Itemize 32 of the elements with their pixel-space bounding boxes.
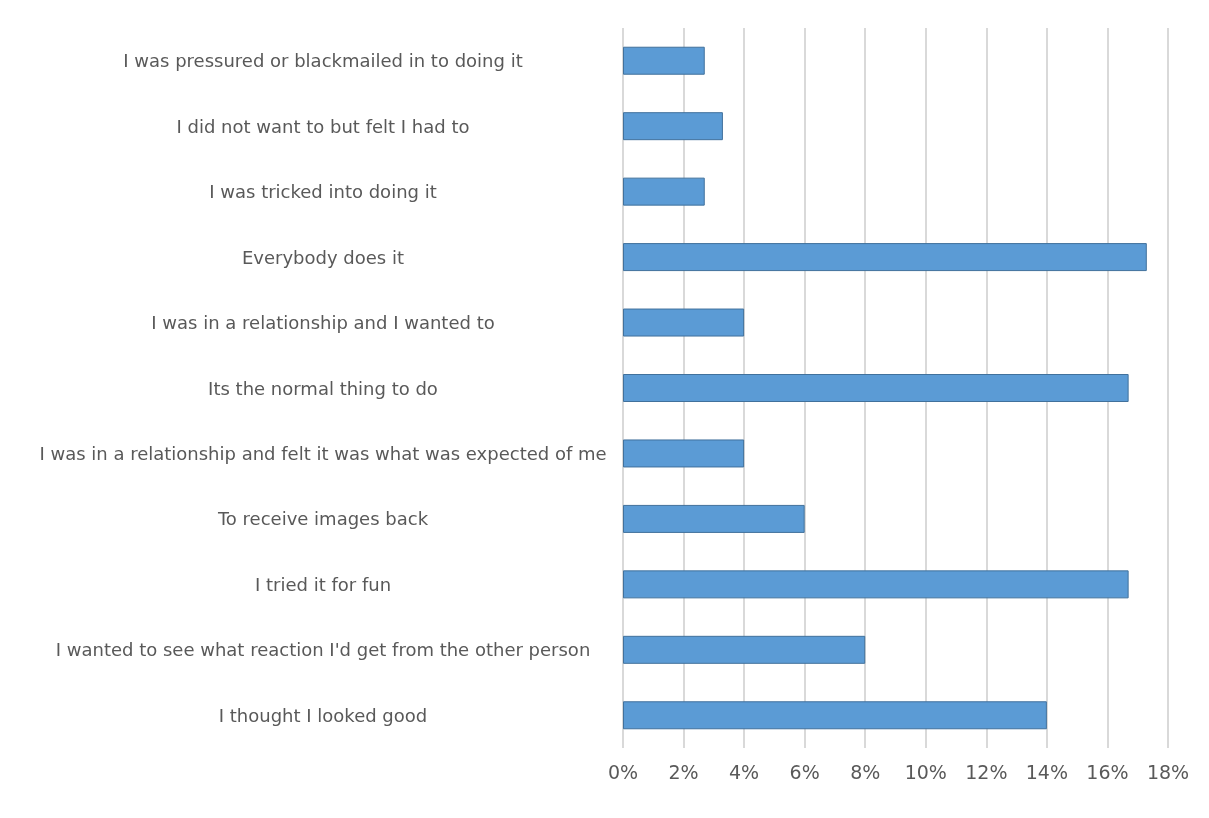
y-tick-label: I was in a relationship and I wanted to bbox=[151, 312, 495, 334]
x-tick-label: 12% bbox=[965, 760, 1008, 783]
y-tick-label: Its the normal thing to do bbox=[208, 377, 438, 399]
x-tick-label: 18% bbox=[1146, 760, 1190, 783]
y-tick-label: I was pressured or blackmailed in to doing it bbox=[123, 50, 523, 72]
x-tick-label: 4% bbox=[729, 760, 760, 783]
x-tick-label: 2% bbox=[668, 760, 699, 783]
bar bbox=[623, 635, 866, 664]
x-tick-label: 6% bbox=[789, 760, 820, 783]
bar bbox=[623, 243, 1147, 272]
x-tick-label: 8% bbox=[850, 760, 881, 783]
y-tick-label: Everybody does it bbox=[241, 246, 405, 268]
y-tick-label: To receive images back bbox=[216, 508, 429, 530]
y-tick-label: I was tricked into doing it bbox=[209, 181, 437, 203]
bar bbox=[623, 46, 705, 75]
x-tick-label: 0% bbox=[607, 760, 639, 783]
y-tick-label: I was in a relationship and felt it was what was expected of me bbox=[39, 442, 607, 464]
y-tick-label: I thought I looked good bbox=[218, 704, 428, 726]
x-tick-label: 16% bbox=[1086, 760, 1129, 783]
x-tick-label: 10% bbox=[904, 760, 947, 783]
bar bbox=[623, 308, 745, 337]
bar bbox=[623, 570, 1129, 599]
y-tick-label: I tried it for fun bbox=[254, 573, 392, 595]
bar bbox=[623, 504, 805, 533]
bar bbox=[623, 177, 705, 206]
bar bbox=[623, 439, 745, 468]
bar bbox=[623, 701, 1047, 730]
y-tick-label: I did not want to but felt I had to bbox=[176, 115, 470, 137]
bar bbox=[623, 374, 1129, 402]
x-tick-label: 14% bbox=[1025, 760, 1069, 783]
y-tick-label: I wanted to see what reaction I'd get from the other person bbox=[55, 639, 591, 661]
bar bbox=[623, 112, 723, 141]
